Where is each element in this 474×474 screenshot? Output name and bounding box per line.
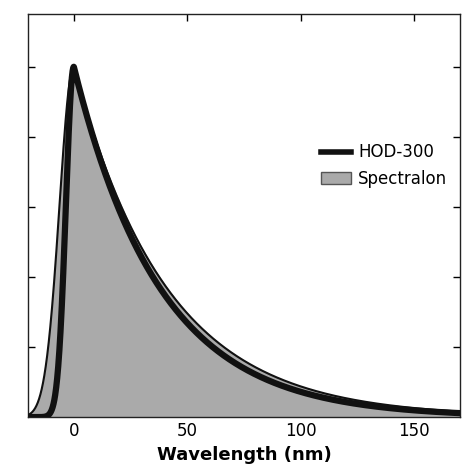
Legend: HOD-300, Spectralon: HOD-300, Spectralon <box>321 144 447 188</box>
X-axis label: Wavelength (nm): Wavelength (nm) <box>157 446 331 464</box>
